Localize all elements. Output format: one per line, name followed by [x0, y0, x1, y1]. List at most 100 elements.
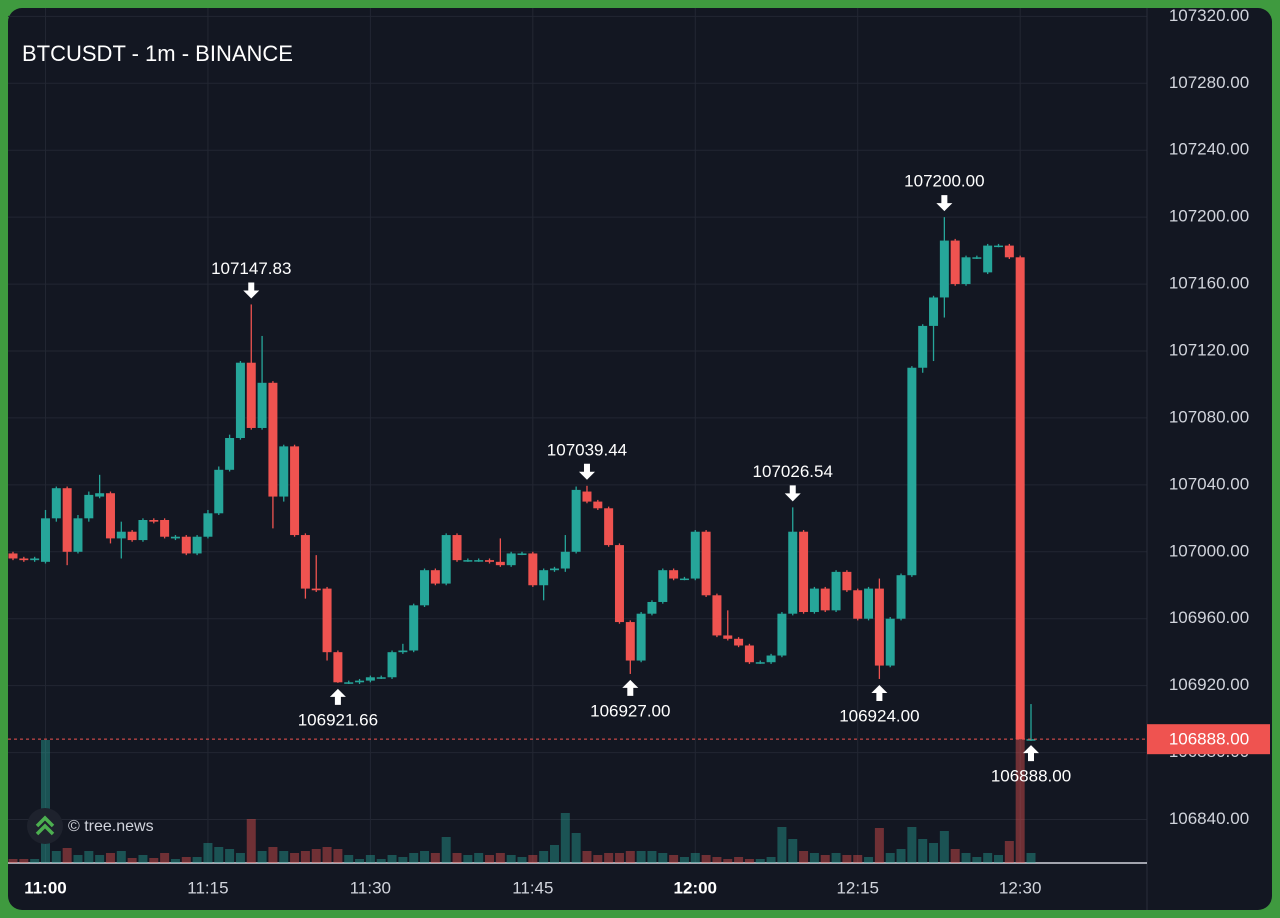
volume-bar — [734, 857, 744, 863]
volume-bar — [105, 853, 115, 863]
volume-bar — [376, 859, 386, 863]
volume-bar — [257, 851, 267, 863]
volume-bar — [972, 857, 982, 863]
x-tick-label: 12:15 — [836, 878, 879, 897]
volume-bar — [549, 845, 559, 863]
candle-body — [268, 382, 278, 497]
last-price-box — [1147, 724, 1270, 755]
candle-body — [181, 536, 191, 554]
volume-bar — [658, 853, 668, 863]
volume-bar — [170, 859, 180, 863]
candle-body — [495, 561, 505, 566]
annotation-arrow — [871, 684, 888, 701]
volume-bar — [311, 849, 321, 863]
volume-bar — [788, 839, 798, 863]
volume-bar — [636, 851, 646, 863]
volume-bar — [701, 855, 711, 863]
candle-body — [365, 677, 375, 681]
candle-body — [939, 240, 949, 298]
candle-body — [452, 535, 462, 561]
volume-bar — [192, 857, 202, 863]
volume-bar — [290, 853, 300, 863]
volume-bar — [918, 839, 928, 863]
candle-body — [203, 513, 213, 537]
candle-body — [84, 494, 94, 519]
candle-body — [1015, 257, 1025, 740]
volume-bar — [235, 853, 245, 863]
volume-bar — [723, 859, 733, 863]
y-tick-label: 107240.00 — [1169, 140, 1249, 159]
candle-body — [853, 590, 863, 619]
volume-bar — [679, 857, 689, 863]
candle-body — [149, 519, 159, 522]
candle-body — [679, 578, 689, 581]
volume-bar — [333, 849, 343, 863]
candle-body — [658, 570, 668, 602]
y-tick-label: 107080.00 — [1169, 407, 1249, 426]
candle-body — [625, 622, 635, 661]
candle-body — [246, 362, 256, 428]
candle-body — [40, 518, 50, 562]
candle-body — [528, 553, 538, 586]
candle-body — [755, 662, 765, 664]
candle-body — [604, 508, 614, 546]
candle-body — [1004, 245, 1014, 258]
volume-bar — [344, 855, 354, 863]
candle-body — [647, 601, 657, 614]
candle-body — [809, 588, 819, 613]
volume-bar — [744, 859, 754, 863]
volume-bar — [712, 857, 722, 863]
candle-body — [19, 558, 29, 561]
volume-bar — [495, 853, 505, 863]
y-tick-label: 107120.00 — [1169, 340, 1249, 359]
candle-body — [225, 438, 235, 470]
volume-bar — [560, 813, 570, 863]
candle-body — [387, 652, 397, 678]
volume-bar — [842, 855, 852, 863]
candle-body — [62, 488, 72, 552]
volume-bar — [766, 857, 776, 863]
volume-bar — [983, 853, 993, 863]
volume-bar — [614, 853, 624, 863]
candle-body — [874, 588, 884, 666]
annotation-label: 107026.54 — [753, 462, 833, 481]
candle-body — [420, 570, 430, 606]
volume-bar — [994, 855, 1004, 863]
candle-body — [73, 518, 83, 552]
y-tick-label: 106840.00 — [1169, 809, 1249, 828]
candle-body — [744, 645, 754, 663]
volume-bar — [355, 859, 365, 863]
candle-body — [788, 531, 798, 614]
annotation-label: 107147.83 — [211, 259, 291, 278]
volume-bar — [420, 851, 430, 863]
candle-body — [376, 677, 386, 679]
volume-bar — [30, 859, 40, 863]
volume-bar — [929, 843, 939, 863]
volume-bar — [799, 851, 809, 863]
candle-body — [831, 571, 841, 611]
x-tick-label: 12:00 — [674, 878, 717, 897]
volume-bar — [268, 847, 278, 863]
candle-body — [983, 245, 993, 273]
candle-body — [950, 240, 960, 285]
candle-body — [560, 551, 570, 569]
candle-body — [766, 655, 776, 663]
x-tick-label: 11:45 — [512, 878, 553, 897]
y-tick-label: 107160.00 — [1169, 274, 1249, 293]
candle-body — [333, 652, 343, 683]
candle-body — [8, 553, 18, 559]
candle-body — [355, 680, 365, 683]
candle-body — [799, 531, 809, 613]
volume-bar — [809, 853, 819, 863]
volume-bar — [19, 859, 29, 863]
candle-body — [398, 650, 408, 653]
volume-bar — [864, 857, 874, 863]
volume-bar — [506, 855, 516, 863]
y-tick-label: 106920.00 — [1169, 675, 1249, 694]
candle-body — [463, 560, 473, 562]
volume-bar — [300, 851, 310, 863]
volume-bar — [441, 837, 451, 863]
volume-bar — [95, 855, 105, 863]
last-price-label: 106888.00 — [1169, 730, 1249, 749]
